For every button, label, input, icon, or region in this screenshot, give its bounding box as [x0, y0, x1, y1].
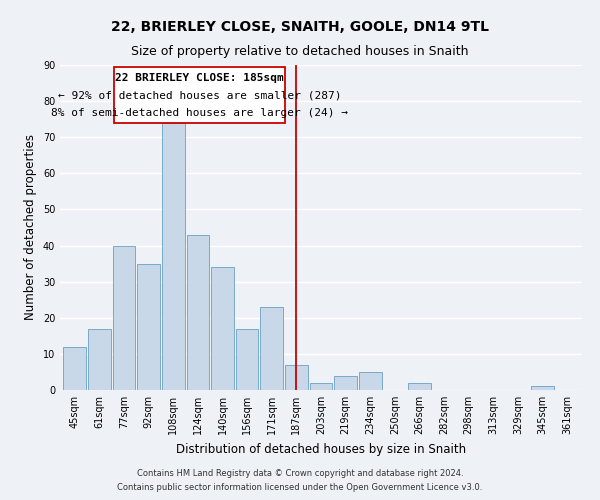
Bar	[113, 246, 136, 390]
Text: 22, BRIERLEY CLOSE, SNAITH, GOOLE, DN14 9TL: 22, BRIERLEY CLOSE, SNAITH, GOOLE, DN14 …	[111, 20, 489, 34]
Bar	[531, 386, 554, 390]
Bar	[236, 328, 259, 390]
Text: Contains HM Land Registry data © Crown copyright and database right 2024.: Contains HM Land Registry data © Crown c…	[137, 468, 463, 477]
Bar	[334, 376, 357, 390]
Bar	[64, 346, 86, 390]
Bar	[187, 234, 209, 390]
Bar	[359, 372, 382, 390]
Text: 22 BRIERLEY CLOSE: 185sqm: 22 BRIERLEY CLOSE: 185sqm	[115, 74, 284, 84]
Bar	[408, 383, 431, 390]
Bar	[137, 264, 160, 390]
Text: Contains public sector information licensed under the Open Government Licence v3: Contains public sector information licen…	[118, 484, 482, 492]
Bar	[310, 383, 332, 390]
Bar	[211, 267, 234, 390]
Bar	[285, 364, 308, 390]
Bar	[162, 123, 185, 390]
FancyBboxPatch shape	[114, 67, 285, 123]
Text: Size of property relative to detached houses in Snaith: Size of property relative to detached ho…	[131, 45, 469, 58]
Text: 8% of semi-detached houses are larger (24) →: 8% of semi-detached houses are larger (2…	[51, 108, 348, 118]
Text: ← 92% of detached houses are smaller (287): ← 92% of detached houses are smaller (28…	[58, 91, 341, 101]
Bar	[88, 328, 111, 390]
Bar	[260, 307, 283, 390]
Y-axis label: Number of detached properties: Number of detached properties	[24, 134, 37, 320]
X-axis label: Distribution of detached houses by size in Snaith: Distribution of detached houses by size …	[176, 442, 466, 456]
